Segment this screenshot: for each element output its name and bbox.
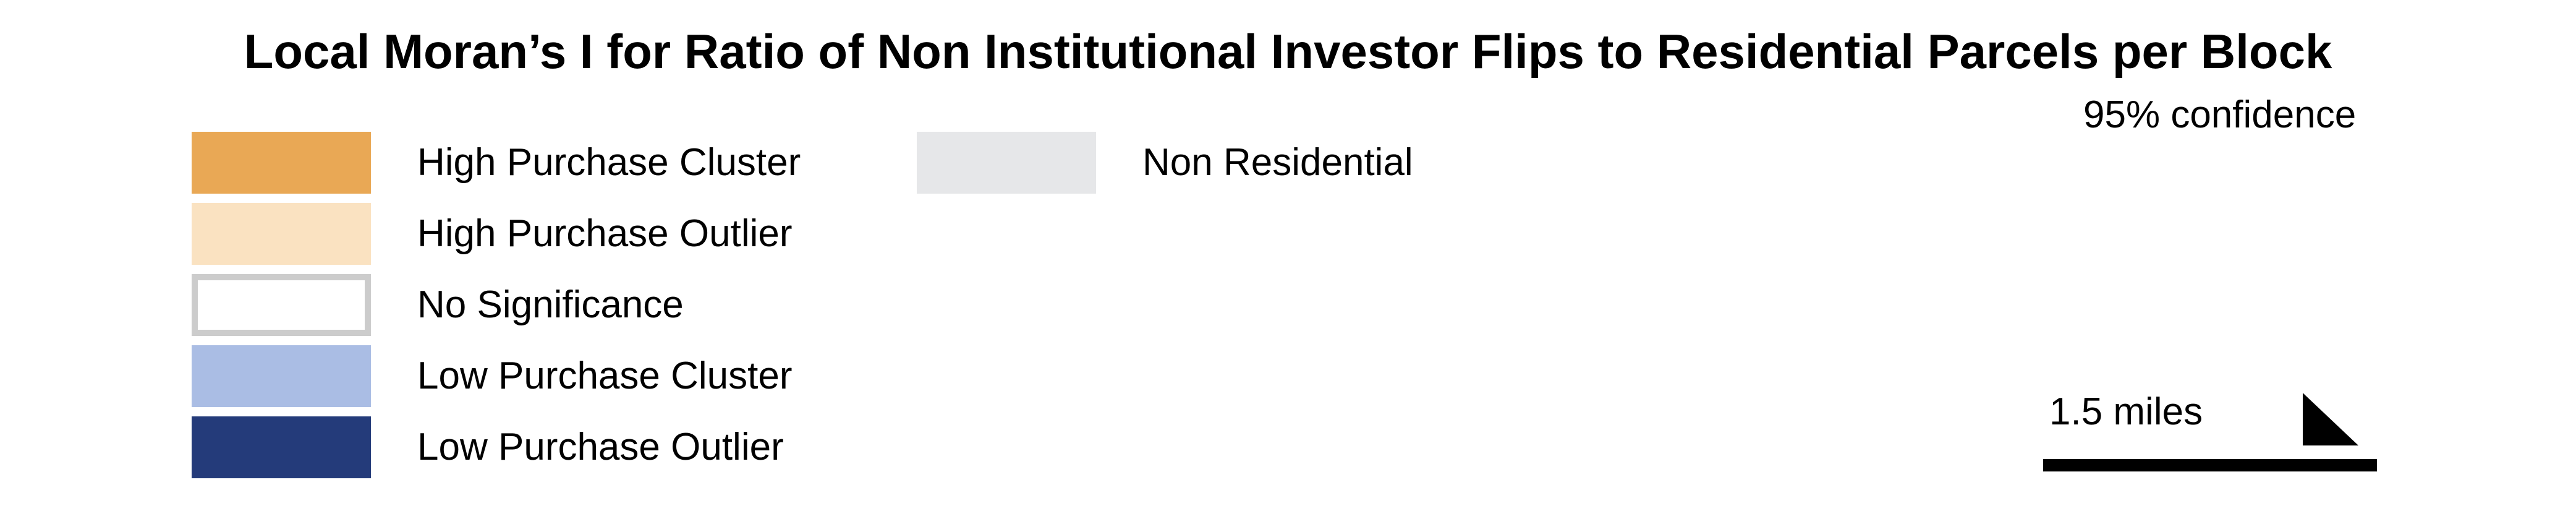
legend-swatch	[192, 132, 371, 194]
legend-label: Low Purchase Outlier	[417, 426, 784, 468]
legend-label: High Purchase Outlier	[417, 212, 793, 255]
legend-label: Low Purchase Cluster	[417, 355, 793, 397]
legend-swatch	[192, 416, 371, 478]
scale-bar: 1.5 miles	[2043, 390, 2377, 471]
legend-swatch	[192, 345, 371, 407]
map-title: Local Moran’s I for Ratio of Non Institu…	[244, 24, 2332, 79]
confidence-note: 95% confidence	[2083, 93, 2357, 136]
legend-swatch	[192, 203, 371, 265]
scale-bar-line	[2043, 459, 2377, 471]
legend-label: High Purchase Cluster	[417, 141, 801, 184]
legend-swatch	[192, 274, 371, 336]
legend-swatch	[917, 132, 1096, 194]
north-arrow-icon	[2303, 393, 2358, 445]
legend-label: Non Residential	[1142, 141, 1413, 184]
legend-label: No Significance	[417, 283, 684, 326]
scale-bar-label: 1.5 miles	[2049, 390, 2203, 433]
